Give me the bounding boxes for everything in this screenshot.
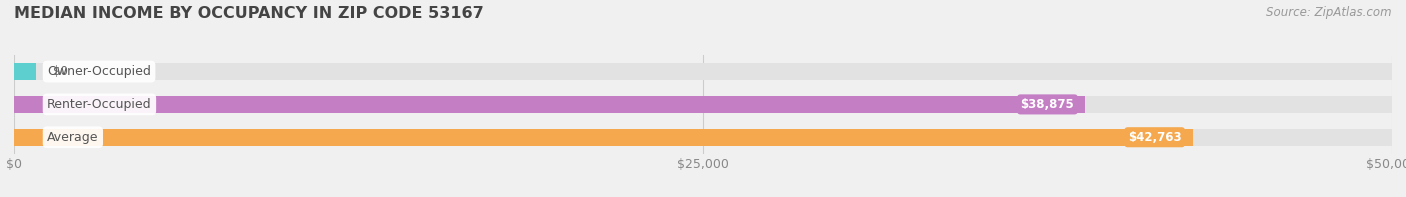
Bar: [14, 63, 37, 80]
Bar: [14, 63, 1392, 80]
Text: MEDIAN INCOME BY OCCUPANCY IN ZIP CODE 53167: MEDIAN INCOME BY OCCUPANCY IN ZIP CODE 5…: [14, 6, 484, 21]
Text: Average: Average: [48, 131, 98, 144]
Bar: [14, 129, 1192, 146]
Text: Renter-Occupied: Renter-Occupied: [48, 98, 152, 111]
Text: Source: ZipAtlas.com: Source: ZipAtlas.com: [1267, 6, 1392, 19]
Text: $42,763: $42,763: [1128, 131, 1181, 144]
Text: $0: $0: [52, 65, 67, 78]
Text: $38,875: $38,875: [1021, 98, 1074, 111]
Bar: [14, 96, 1085, 113]
Bar: [14, 96, 1392, 113]
Text: Owner-Occupied: Owner-Occupied: [48, 65, 150, 78]
Bar: [14, 129, 1392, 146]
